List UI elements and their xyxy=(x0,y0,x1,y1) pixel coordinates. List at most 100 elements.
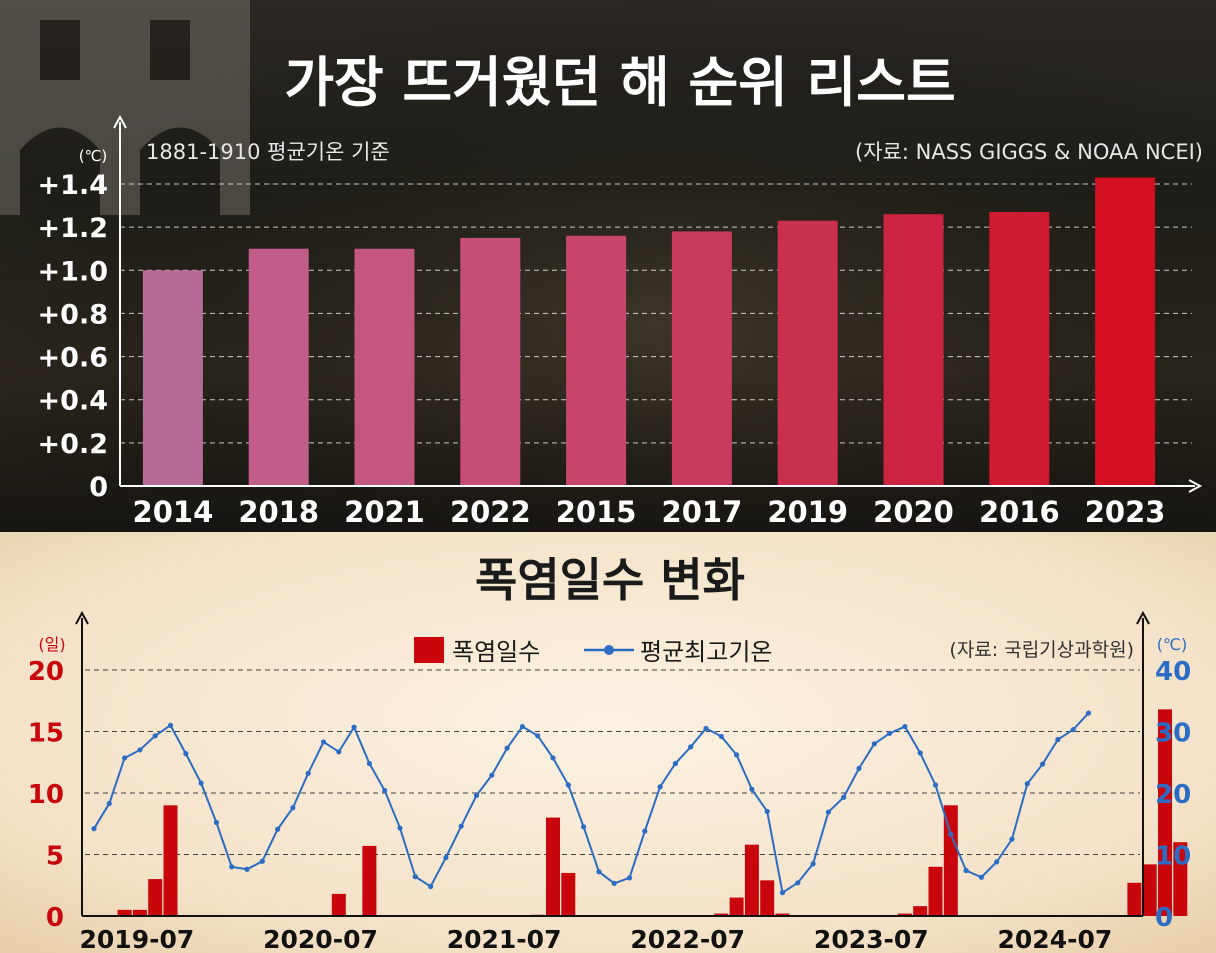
heatwave-bar xyxy=(729,897,744,916)
y-right-tick-label: 40 xyxy=(1155,657,1191,687)
avg-max-temp-point xyxy=(810,861,816,867)
avg-max-temp-point xyxy=(887,730,893,736)
avg-max-temp-point xyxy=(244,866,250,872)
hottest-years-chart: 가장 뜨거웠던 해 순위 리스트 1881-1910 평균기온 기준 (자료: … xyxy=(0,0,1216,532)
avg-max-temp-point xyxy=(1070,727,1076,733)
heatwave-bar xyxy=(897,913,912,916)
heatwave-bar xyxy=(1127,882,1142,916)
heatwave-bar xyxy=(546,817,560,916)
avg-max-temp-point xyxy=(336,749,342,755)
bar-2021 xyxy=(354,248,415,486)
avg-max-temp-point xyxy=(1055,736,1061,743)
y-tick-label: +0.4 xyxy=(38,386,108,417)
heatwave-bar xyxy=(331,893,346,916)
y-left-axis-arrow-icon xyxy=(75,610,89,625)
y-right-tick-label: 10 xyxy=(1155,842,1191,872)
avg-max-temp-point xyxy=(734,752,740,758)
avg-max-temp-point xyxy=(948,831,954,837)
x-axis-arrow-icon xyxy=(1188,479,1203,493)
building-silhouette xyxy=(0,0,250,215)
avg-max-temp-point xyxy=(932,782,939,788)
avg-max-temp-point xyxy=(703,725,709,732)
avg-max-temp-point xyxy=(91,826,97,832)
heatwave-bar xyxy=(760,880,775,916)
x-tick-label: 2020 xyxy=(873,495,954,529)
avg-max-temp-point xyxy=(504,745,510,751)
heatwave-bar xyxy=(1158,709,1172,916)
y-right-unit-label: (℃) xyxy=(1157,635,1187,654)
y-tick-label: +1.2 xyxy=(38,213,108,244)
avg-max-temp-point xyxy=(749,786,755,792)
avg-max-temp-point xyxy=(229,864,235,870)
bar-2017 xyxy=(671,231,732,486)
avg-max-temp-point xyxy=(657,784,663,790)
avg-max-temp-point xyxy=(1040,761,1046,767)
legend-bar-label: 폭염일수 xyxy=(452,638,540,666)
x-tick-label: 2014 xyxy=(133,495,214,529)
avg-max-temp-point xyxy=(841,794,847,800)
avg-max-temp-point xyxy=(106,800,112,807)
heatwave-bar xyxy=(362,845,377,916)
heatwave-bar xyxy=(943,805,958,916)
x-tick-label: 2019 xyxy=(767,495,848,529)
avg-max-temp-point xyxy=(795,880,801,886)
avg-max-temp-point xyxy=(519,723,526,730)
avg-max-temp-point xyxy=(320,739,327,745)
avg-max-temp-point xyxy=(902,723,908,730)
avg-max-temp-point xyxy=(382,787,388,794)
x-tick-label: 2017 xyxy=(662,495,743,529)
heatwave-bar xyxy=(928,866,943,916)
avg-max-temp-point xyxy=(672,760,679,767)
heatwave-bar xyxy=(913,906,928,916)
source-label: (자료: 국립기상과학원) xyxy=(949,639,1134,661)
avg-max-temp-point xyxy=(718,733,724,740)
avg-max-temp-point xyxy=(152,733,158,739)
x-tick-label: 2018 xyxy=(238,495,319,529)
heatwave-bar xyxy=(561,872,576,916)
avg-max-temp-point xyxy=(917,750,923,756)
avg-max-temp-point xyxy=(550,755,556,761)
y-right-tick-label: 30 xyxy=(1155,719,1191,749)
y-left-tick-label: 0 xyxy=(46,903,64,933)
x-tick-label: 2016 xyxy=(979,495,1060,529)
avg-max-temp-point xyxy=(871,741,877,747)
avg-max-temp-point xyxy=(290,805,296,811)
avg-max-temp-point xyxy=(642,828,648,834)
heatwave-bar xyxy=(148,879,163,916)
avg-max-temp-point xyxy=(581,824,587,830)
legend-line-marker-icon xyxy=(604,645,614,655)
avg-max-temp-point xyxy=(1009,836,1015,842)
chart-title: 가장 뜨거웠던 해 순위 리스트 xyxy=(284,51,955,114)
avg-max-temp-point xyxy=(1024,781,1030,787)
heatwave-days-chart: 폭염일수 변화 폭염일수 평균최고기온 (자료: 국립기상과학원) (일) (℃… xyxy=(0,532,1216,953)
x-tick-label: 2021 xyxy=(344,495,425,529)
x-tick-label: 2021-07 xyxy=(447,925,562,953)
avg-max-temp-point xyxy=(596,869,602,875)
bar-2014 xyxy=(142,270,203,486)
y-left-tick-label: 20 xyxy=(28,657,64,687)
y-tick-label: +1.4 xyxy=(38,170,108,201)
x-tick-label: 2015 xyxy=(556,495,637,529)
avg-max-temp-point xyxy=(183,751,189,757)
heatwave-bar xyxy=(163,805,178,916)
chart-subtitle: 1881-1910 평균기온 기준 xyxy=(146,140,390,164)
avg-max-temp-point xyxy=(351,724,357,730)
x-tick-label: 2020-07 xyxy=(263,925,378,953)
avg-max-temp-point xyxy=(366,760,372,767)
bar-2019 xyxy=(777,220,838,486)
avg-max-temp-point xyxy=(412,874,418,880)
avg-max-temp-point xyxy=(963,867,969,874)
avg-max-temp-point xyxy=(167,722,174,728)
avg-max-temp-point xyxy=(856,765,862,771)
x-tick-label: 2019-07 xyxy=(80,925,195,953)
avg-max-temp-point xyxy=(994,859,1000,865)
bar-2022 xyxy=(460,237,521,486)
bar-2015 xyxy=(566,235,627,486)
avg-max-temp-point xyxy=(275,826,281,832)
avg-max-temp-point xyxy=(688,744,694,750)
avg-max-temp-point xyxy=(626,875,633,881)
avg-max-temp-point xyxy=(535,733,541,739)
y-tick-label: +1.0 xyxy=(38,256,108,287)
legend: 폭염일수 평균최고기온 xyxy=(414,637,772,666)
heatwave-bar xyxy=(775,913,790,916)
